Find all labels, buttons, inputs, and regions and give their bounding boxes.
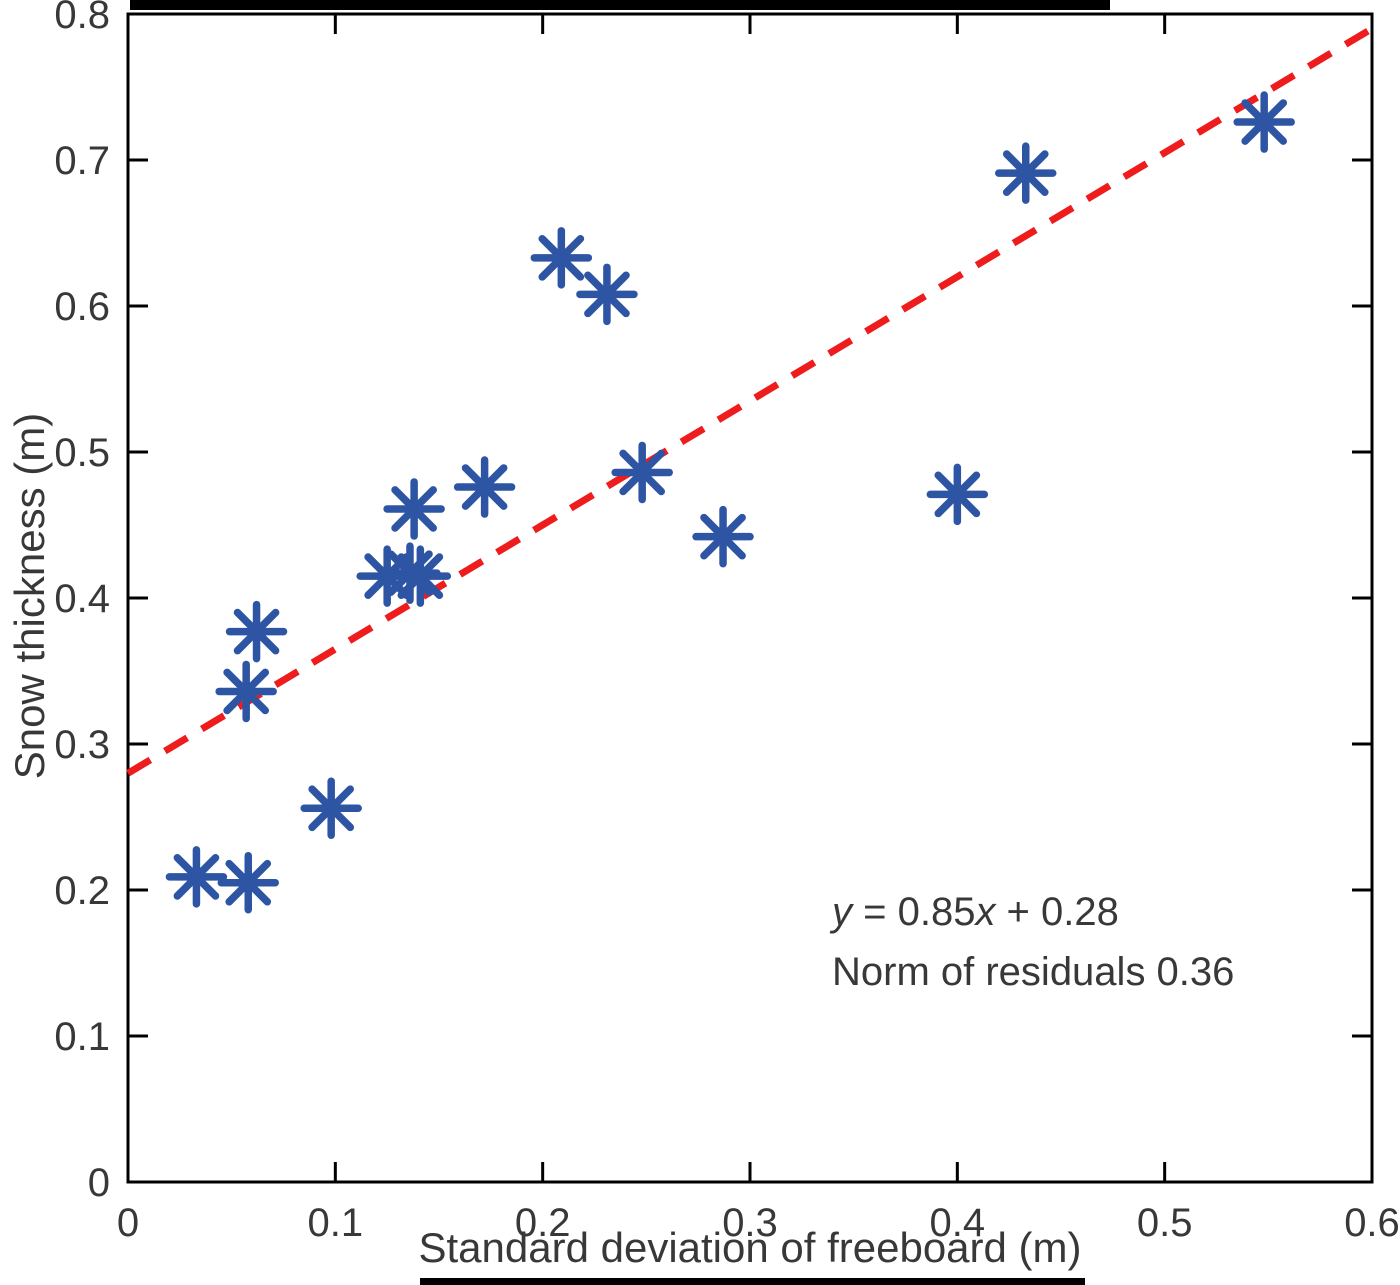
norm-of-residuals: Norm of residuals 0.36 <box>832 950 1235 994</box>
svg-text:0.4: 0.4 <box>930 1201 986 1245</box>
fit-annotation: y = 0.85x + 0.28 Norm of residuals 0.36 <box>832 882 1234 1002</box>
crop-bar-bottom <box>420 1278 1085 1285</box>
svg-text:0.2: 0.2 <box>515 1201 571 1245</box>
x-axis-label: Standard deviation of freeboard (m) <box>418 1224 1082 1271</box>
fit-equation-mid: = 0.85 <box>852 890 976 934</box>
svg-text:0.6: 0.6 <box>54 285 110 329</box>
crop-bar-top <box>130 0 1110 10</box>
svg-text:0.1: 0.1 <box>54 1015 110 1059</box>
fit-equation-y: y <box>832 890 852 934</box>
svg-text:0.3: 0.3 <box>722 1201 778 1245</box>
svg-text:0.6: 0.6 <box>1344 1201 1400 1245</box>
svg-text:0.4: 0.4 <box>54 577 110 621</box>
svg-text:0: 0 <box>117 1201 139 1245</box>
fit-equation-x: x <box>975 890 996 934</box>
svg-text:0.7: 0.7 <box>54 139 110 183</box>
svg-text:0: 0 <box>88 1161 110 1205</box>
svg-text:0.8: 0.8 <box>54 0 110 37</box>
svg-text:0.1: 0.1 <box>308 1201 364 1245</box>
fit-equation-tail: + 0.28 <box>995 890 1119 934</box>
svg-text:0.5: 0.5 <box>1137 1201 1193 1245</box>
fit-equation: y = 0.85x + 0.28 <box>832 882 1234 942</box>
svg-text:0.2: 0.2 <box>54 869 110 913</box>
y-axis-label: Snow thickness (m) <box>6 412 53 780</box>
svg-text:0.5: 0.5 <box>54 431 110 475</box>
svg-text:0.3: 0.3 <box>54 723 110 767</box>
